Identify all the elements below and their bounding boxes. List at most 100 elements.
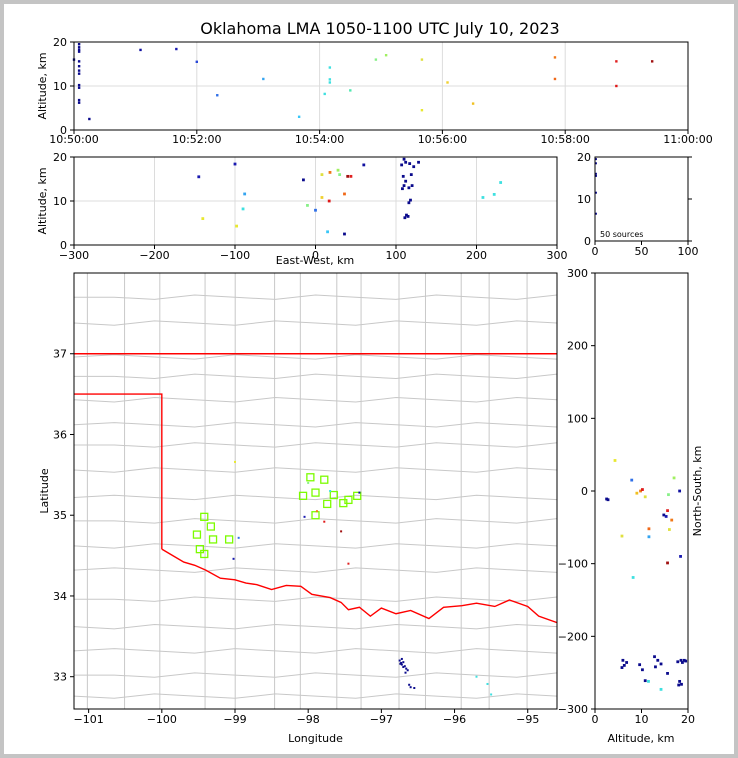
- tick-label-x: −99: [223, 713, 246, 726]
- time-alt-point: [77, 72, 81, 75]
- time-alt-point: [420, 109, 424, 112]
- ew-alt-point: [327, 199, 331, 203]
- ew-alt-point: [481, 196, 485, 199]
- ew-alt-point: [409, 173, 413, 176]
- tick-label-x: −95: [516, 713, 539, 726]
- alt-ns-point: [635, 491, 639, 495]
- alt-ns-point: [666, 671, 669, 675]
- time-alt-point: [384, 54, 388, 57]
- tick-label-x: 100: [678, 245, 699, 258]
- plan-point: [409, 686, 412, 689]
- ew-alt-point: [492, 193, 496, 196]
- axes-frame: [73, 41, 689, 131]
- tick-label-y: 10: [53, 195, 67, 208]
- county-line: [74, 648, 557, 654]
- time-alt-point: [77, 43, 81, 46]
- plan-point: [475, 675, 478, 678]
- county-line: [74, 693, 557, 699]
- axes-frame: [73, 272, 558, 710]
- density-box: [311, 488, 320, 497]
- x-axis-label: Altitude, km: [607, 732, 674, 745]
- ew-alt-point: [349, 174, 353, 178]
- density-box: [329, 490, 338, 500]
- tick-label-x: −100: [147, 713, 177, 726]
- alt-ns-point: [647, 527, 651, 531]
- plan-point: [303, 515, 306, 518]
- density-box: [200, 512, 209, 521]
- county-line: [74, 494, 557, 501]
- plan-point: [486, 682, 489, 685]
- tick-label-x: −101: [74, 713, 104, 726]
- county-line: [74, 354, 557, 360]
- ew-alt-point: [314, 208, 317, 212]
- alt-ns-point: [641, 488, 644, 491]
- time-alt-point: [77, 50, 81, 53]
- plan-point: [234, 460, 236, 463]
- plan-point: [329, 490, 332, 492]
- alt-ns-point: [670, 518, 674, 522]
- tick-label-x: 300: [547, 249, 568, 262]
- time-alt-point: [328, 81, 332, 84]
- axes-frame: [594, 156, 689, 242]
- alt-ns-point: [653, 655, 656, 659]
- ew-alt-point: [404, 179, 408, 183]
- ew-alt-point: [407, 186, 411, 190]
- plan-point: [413, 687, 416, 690]
- tick-label-y: 34: [53, 590, 67, 603]
- time-alt-point: [139, 48, 142, 52]
- alt-ns-point: [620, 666, 624, 669]
- alt-ns-point: [679, 555, 682, 558]
- alt-ns-point: [654, 665, 657, 669]
- alt-ns-point: [641, 668, 644, 672]
- altitude-ns-panel: 0 10 20 −300 −200 −100 0 100 200 300 Altitude, km N…: [558, 267, 704, 745]
- histogram-point: [594, 158, 597, 161]
- histogram-point: [594, 212, 597, 215]
- tick-label-y: 300: [567, 267, 588, 280]
- county-line: [74, 373, 557, 380]
- county-line: [74, 294, 557, 300]
- density-box: [208, 535, 218, 544]
- ew-alt-point: [408, 162, 412, 165]
- time-alt-point: [77, 46, 81, 49]
- ew-alt-point: [328, 171, 332, 174]
- ew-alt-point: [197, 175, 201, 179]
- time-alt-point: [553, 77, 557, 81]
- time-alt-point: [216, 94, 219, 97]
- ew-alt-point: [201, 217, 205, 220]
- plan-point: [347, 562, 350, 565]
- alt-ns-point: [681, 661, 684, 664]
- county-line: [74, 567, 557, 573]
- time-alt-point: [420, 58, 424, 61]
- county-line: [74, 320, 557, 326]
- axes-frame: [73, 156, 558, 246]
- ew-alt-point: [402, 157, 406, 161]
- alt-ns-point: [677, 683, 681, 687]
- x-axis-label: Longitude: [288, 732, 343, 745]
- alt-ns-point: [621, 658, 625, 662]
- tick-label-y: 0: [581, 485, 588, 498]
- plan-point: [232, 557, 235, 560]
- ew-alt-point: [320, 173, 324, 176]
- time-alt-point: [175, 47, 178, 51]
- tick-label-x: 100: [386, 249, 407, 262]
- alt-ns-point: [647, 535, 651, 539]
- histogram-point: [594, 174, 597, 177]
- time-alt-point: [374, 58, 378, 61]
- tick-label-y: 37: [53, 348, 67, 361]
- tick-label-y: 20: [53, 36, 67, 49]
- tick-label-x: 200: [466, 249, 487, 262]
- plan-point: [408, 683, 411, 686]
- time-alt-point: [77, 98, 81, 102]
- alt-ns-point: [680, 682, 683, 686]
- county-line: [74, 397, 557, 403]
- alt-ns-point: [676, 660, 680, 664]
- county-line: [74, 623, 557, 630]
- ew-alt-point: [320, 196, 324, 199]
- x-axis-label: East-West, km: [276, 254, 354, 267]
- plan-point: [400, 663, 403, 666]
- alt-ns-point: [666, 509, 669, 513]
- density-box: [311, 511, 320, 520]
- alt-ns-point: [672, 476, 676, 480]
- time-alt-point: [323, 92, 326, 96]
